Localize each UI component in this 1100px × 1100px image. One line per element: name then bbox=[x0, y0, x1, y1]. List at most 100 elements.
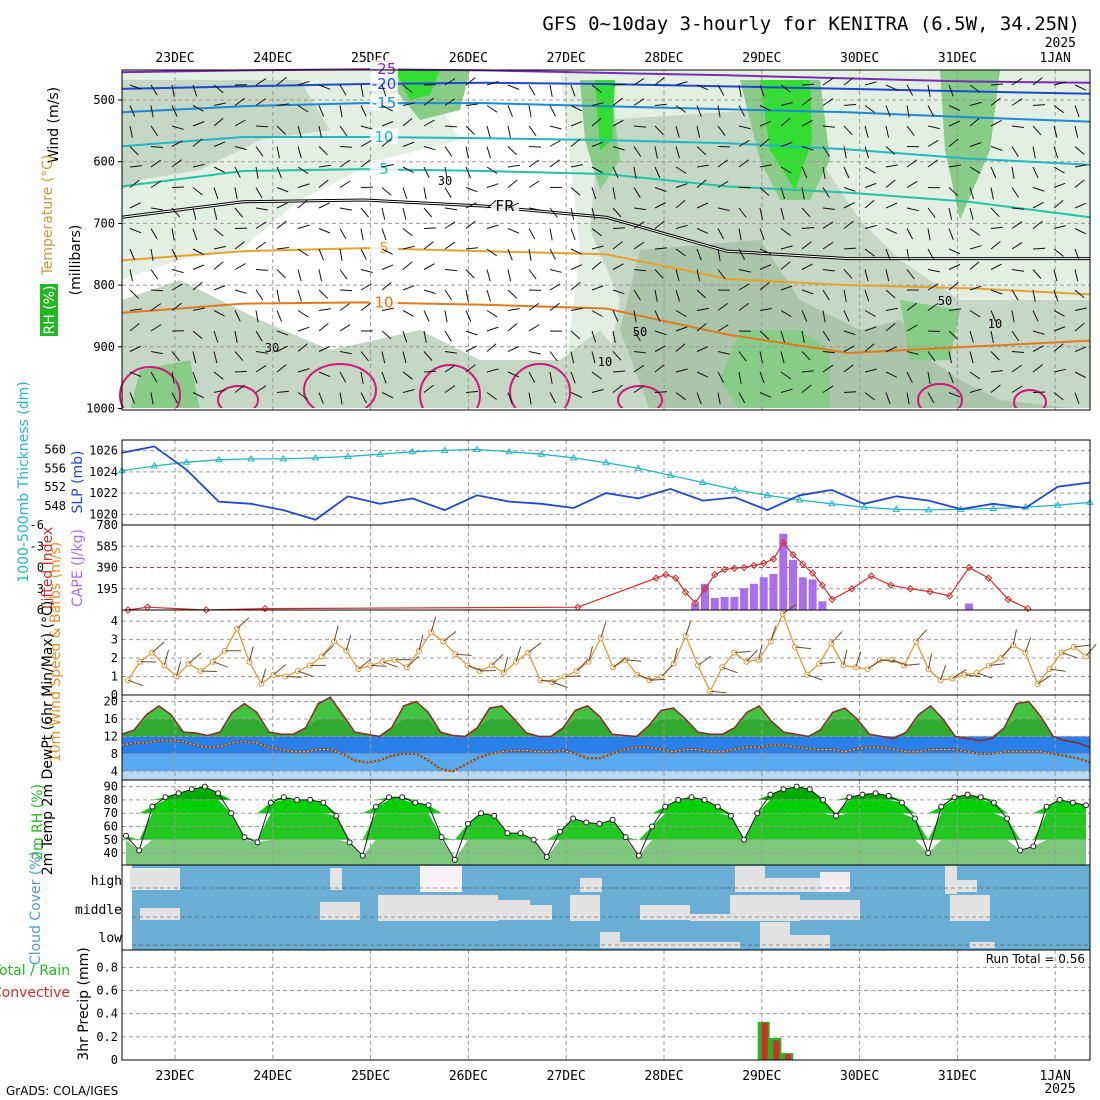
wind-barb bbox=[822, 269, 835, 272]
wind10m-barb bbox=[127, 679, 144, 687]
wind-barb bbox=[843, 247, 857, 250]
wind-barb bbox=[276, 125, 286, 135]
wind-barb bbox=[1032, 146, 1036, 159]
wind-barb bbox=[1032, 166, 1039, 179]
rh2m-point bbox=[438, 834, 445, 841]
wind-barb bbox=[318, 202, 331, 209]
precip-tick: 0.6 bbox=[96, 984, 118, 998]
bottom-day-label: 24DEC bbox=[253, 1069, 292, 1084]
thickness-marker bbox=[473, 445, 481, 452]
wind10m-barb bbox=[891, 659, 908, 666]
wind-barb bbox=[192, 163, 205, 168]
wind-barb bbox=[318, 392, 324, 404]
wind-barb bbox=[675, 183, 688, 188]
wind-barb bbox=[1053, 326, 1066, 332]
temp2m-axis-label: 2m Temp 2m DewPt (6hr Min/Max) (°C) bbox=[40, 601, 56, 876]
wind-barb bbox=[759, 164, 772, 168]
wind-barb bbox=[1053, 343, 1064, 352]
wind-barb bbox=[465, 77, 476, 86]
wind-barb bbox=[1011, 241, 1023, 250]
wind10m-barb bbox=[879, 659, 896, 663]
wind-barb bbox=[906, 105, 910, 118]
wind-barb bbox=[843, 187, 856, 192]
temperature-contour-label: FR bbox=[495, 197, 514, 215]
wind10m-barb bbox=[637, 674, 653, 681]
cloud-block bbox=[470, 900, 530, 920]
wind-barb bbox=[297, 80, 310, 86]
wind-barb bbox=[318, 248, 324, 261]
wind-barb bbox=[549, 283, 561, 291]
thickness-marker bbox=[892, 505, 901, 512]
wind10m-barb bbox=[758, 644, 763, 661]
wind-barb bbox=[318, 308, 331, 311]
wind-barb bbox=[822, 98, 834, 106]
rh-shade bbox=[900, 300, 960, 360]
li-marker bbox=[662, 570, 670, 579]
wind-barb bbox=[612, 241, 623, 250]
wind-barb bbox=[927, 125, 940, 130]
wind-barb bbox=[549, 302, 560, 311]
wind-barb bbox=[1053, 199, 1064, 209]
wind-barb bbox=[1074, 164, 1087, 168]
wind-barb bbox=[570, 282, 581, 291]
wind-barb bbox=[234, 241, 245, 250]
wind-barb bbox=[1011, 289, 1019, 301]
top-day-label: 31DEC bbox=[938, 51, 977, 66]
rh2m-point bbox=[977, 794, 984, 801]
wind-barb bbox=[150, 289, 164, 292]
wind-barb bbox=[948, 105, 961, 111]
rh2m-point bbox=[1017, 847, 1024, 854]
wind-barb bbox=[906, 302, 917, 311]
wind-barb bbox=[381, 121, 394, 127]
wind10m-barb bbox=[685, 620, 692, 637]
wind-barb bbox=[360, 283, 372, 291]
wind10m-barb bbox=[697, 655, 712, 666]
wind-barb bbox=[486, 224, 499, 229]
wind-barb bbox=[150, 125, 159, 137]
wind-barb bbox=[150, 180, 162, 188]
rh2m-point bbox=[912, 815, 918, 822]
wind-barb bbox=[801, 83, 815, 86]
wind-barb bbox=[591, 245, 604, 250]
wind-barb bbox=[360, 351, 369, 362]
rh-contour-label: 30 bbox=[438, 174, 452, 188]
wind-barb bbox=[444, 187, 452, 199]
cape-tick: 195 bbox=[96, 582, 118, 596]
wind-barb bbox=[948, 164, 961, 168]
wind10m-barb bbox=[564, 675, 581, 677]
run-total-label: Run Total = 0.56 bbox=[986, 952, 1085, 966]
cape-bar bbox=[730, 596, 739, 610]
wind-barb bbox=[675, 81, 688, 86]
wind-barb bbox=[1053, 269, 1058, 282]
wind-barb bbox=[423, 207, 433, 218]
li-tick: -6 bbox=[30, 518, 44, 532]
wind-barb bbox=[654, 77, 665, 86]
wind-barb bbox=[1053, 105, 1064, 114]
wind-barb bbox=[549, 84, 553, 97]
rh2m-point bbox=[1069, 799, 1076, 806]
wind-barb bbox=[255, 78, 267, 86]
rh2m-point bbox=[780, 786, 787, 793]
wind-barb bbox=[360, 207, 369, 218]
wind-barb bbox=[675, 146, 680, 159]
wind-barb bbox=[591, 285, 604, 291]
wind-barb bbox=[213, 371, 224, 380]
wind-barb bbox=[864, 146, 870, 159]
li-marker bbox=[701, 585, 709, 593]
wind-barb bbox=[654, 391, 668, 393]
cloud-block bbox=[600, 932, 620, 948]
wind-barb bbox=[465, 247, 478, 250]
wind-barb bbox=[402, 285, 415, 291]
temp-warm-area-low bbox=[122, 719, 1090, 737]
wind-barb bbox=[570, 228, 576, 240]
contour-label-bg bbox=[370, 60, 398, 77]
wind-barb bbox=[465, 166, 472, 179]
wind-barb bbox=[423, 241, 434, 250]
wind-barb bbox=[1011, 364, 1023, 373]
wind-barb bbox=[570, 371, 576, 384]
wind-barb bbox=[1074, 248, 1080, 261]
wind-barb bbox=[864, 248, 875, 257]
wind-barb bbox=[150, 324, 162, 332]
wind-barb bbox=[1032, 330, 1045, 335]
temperature-axis-label: Temperature (°C) bbox=[40, 155, 56, 277]
